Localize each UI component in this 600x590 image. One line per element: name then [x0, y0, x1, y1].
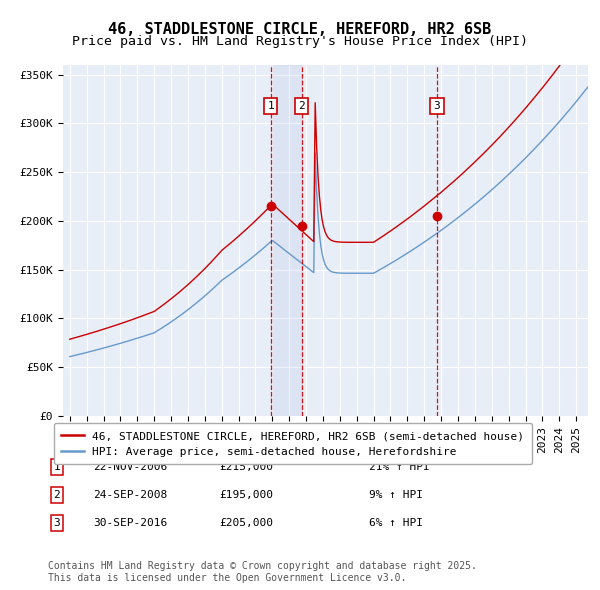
Text: £195,000: £195,000	[219, 490, 273, 500]
Text: 30-SEP-2016: 30-SEP-2016	[93, 518, 167, 527]
Text: 3: 3	[434, 101, 440, 111]
Text: 1: 1	[267, 101, 274, 111]
Legend: 46, STADDLESTONE CIRCLE, HEREFORD, HR2 6SB (semi-detached house), HPI: Average p: 46, STADDLESTONE CIRCLE, HEREFORD, HR2 6…	[53, 423, 532, 464]
Text: 46, STADDLESTONE CIRCLE, HEREFORD, HR2 6SB: 46, STADDLESTONE CIRCLE, HEREFORD, HR2 6…	[109, 22, 491, 37]
Text: 21% ↑ HPI: 21% ↑ HPI	[369, 463, 430, 472]
Text: £215,000: £215,000	[219, 463, 273, 472]
Text: 3: 3	[53, 518, 61, 527]
Text: 2: 2	[298, 101, 305, 111]
Text: 9% ↑ HPI: 9% ↑ HPI	[369, 490, 423, 500]
Text: 6% ↑ HPI: 6% ↑ HPI	[369, 518, 423, 527]
Text: Price paid vs. HM Land Registry's House Price Index (HPI): Price paid vs. HM Land Registry's House …	[72, 35, 528, 48]
Text: Contains HM Land Registry data © Crown copyright and database right 2025.
This d: Contains HM Land Registry data © Crown c…	[48, 561, 477, 583]
Text: 1: 1	[53, 463, 61, 472]
Text: 22-NOV-2006: 22-NOV-2006	[93, 463, 167, 472]
Bar	[271, 65, 302, 416]
Text: 24-SEP-2008: 24-SEP-2008	[93, 490, 167, 500]
Text: £205,000: £205,000	[219, 518, 273, 527]
Text: 2: 2	[53, 490, 61, 500]
